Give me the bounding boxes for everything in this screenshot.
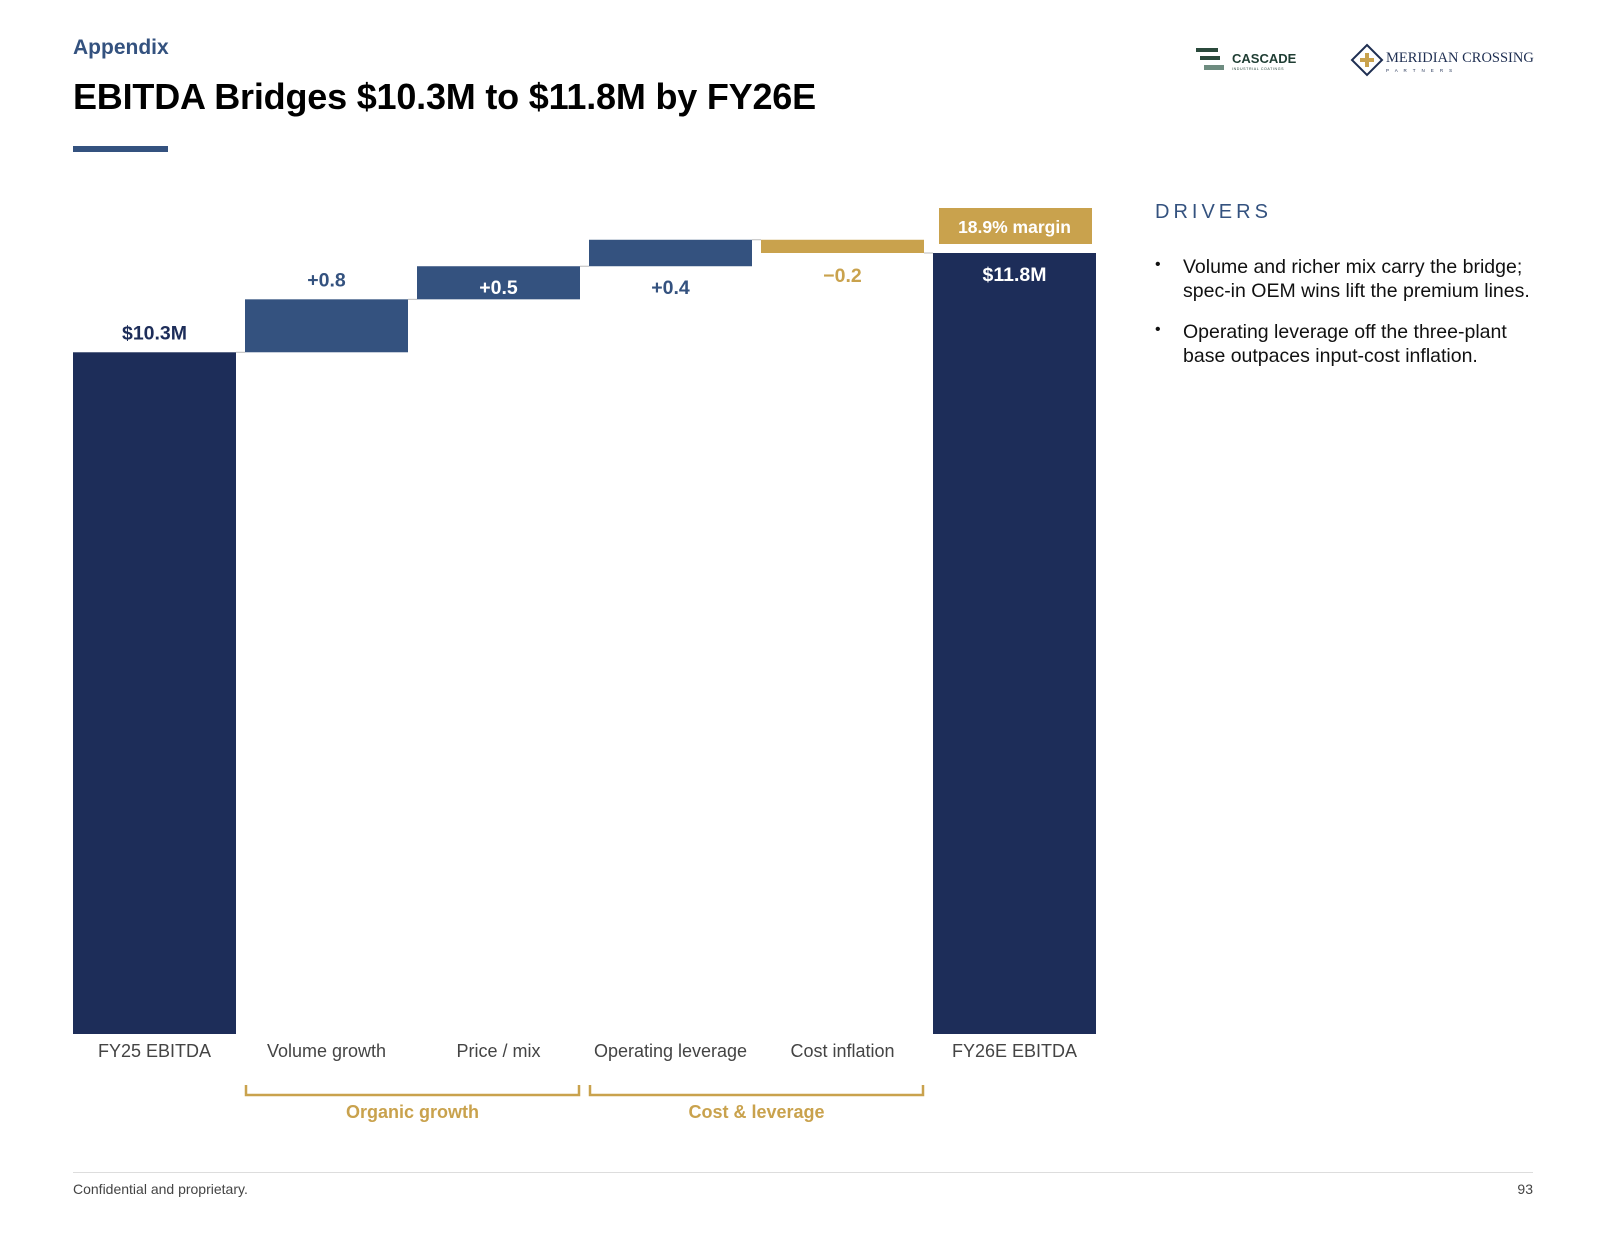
cascade-logo-name: CASCADE xyxy=(1232,51,1297,66)
category-label: FY26E EBITDA xyxy=(952,1041,1077,1061)
footer-divider xyxy=(73,1172,1533,1173)
value-label: +0.8 xyxy=(307,269,346,291)
meridian-logo-tagline: P A R T N E R S xyxy=(1386,68,1455,73)
group-label: Organic growth xyxy=(346,1102,479,1122)
bar-volume-growth xyxy=(245,299,408,353)
group-label: Cost & leverage xyxy=(688,1102,824,1122)
cascade-logo: CASCADE INDUSTRIAL COATINGS xyxy=(1196,48,1297,71)
value-label: +0.5 xyxy=(479,277,518,299)
page-number: 93 xyxy=(1517,1181,1533,1197)
group-bracket xyxy=(588,1085,925,1097)
value-label: $11.8M xyxy=(983,264,1047,286)
category-label: FY25 EBITDA xyxy=(98,1041,211,1061)
connector-lines xyxy=(236,239,933,353)
category-label: Operating leverage xyxy=(594,1041,747,1061)
driver-text: Operating leverage off the three-plant b… xyxy=(1183,321,1507,367)
margin-callout-box xyxy=(939,208,1092,244)
title-underline xyxy=(73,146,168,152)
bar-fy25-ebitda xyxy=(73,352,236,1034)
value-label: +0.4 xyxy=(651,277,690,299)
cascade-logo-tagline: INDUSTRIAL COATINGS xyxy=(1232,67,1284,71)
margin-callout-label: 18.9% margin xyxy=(958,217,1071,237)
category-label: Price / mix xyxy=(456,1041,540,1061)
bars xyxy=(73,239,1096,1034)
meridian-logo-name: MERIDIAN CROSSING xyxy=(1386,50,1534,66)
bullet-icon: • xyxy=(1155,321,1161,338)
section-eyebrow: Appendix xyxy=(73,36,169,59)
bullet-icon: • xyxy=(1155,256,1161,273)
category-labels: FY25 EBITDA Volume growth Price / mix Opera… xyxy=(98,1041,1077,1061)
bar-fy26e-ebitda xyxy=(933,253,1096,1034)
driver-item: • Volume and richer mix carry the bridge;… xyxy=(1155,255,1547,303)
driver-text: Volume and richer mix carry the bridge; … xyxy=(1183,256,1530,302)
bar-cost-inflation xyxy=(761,239,924,253)
meridian-crossing-logo: MERIDIAN CROSSING P A R T N E R S xyxy=(1350,43,1534,77)
ebitda-waterfall-chart: $10.3M +0.8 +0.5 +0.4 −0.2 $11.8M 18.9% margin… xyxy=(73,208,1096,1122)
page-title: EBITDA Bridges $10.3M to $11.8M by FY26E xyxy=(73,76,816,117)
confidential-notice: Confidential and proprietary. xyxy=(73,1181,248,1197)
category-label: Cost inflation xyxy=(790,1041,894,1061)
bar-price-mix xyxy=(417,266,580,300)
category-label: Volume growth xyxy=(267,1041,386,1061)
drivers-list: • Volume and richer mix carry the bridge;… xyxy=(1155,255,1547,385)
value-labels: $10.3M +0.8 +0.5 +0.4 −0.2 $11.8M 18.9% margin xyxy=(122,208,1092,344)
driver-item: • Operating leverage off the three-plant … xyxy=(1155,320,1547,368)
bar-operating-leverage xyxy=(589,239,752,267)
value-label: −0.2 xyxy=(823,265,862,287)
value-label: $10.3M xyxy=(122,322,187,344)
drivers-heading: DRIVERS xyxy=(1155,201,1272,223)
group-bracket xyxy=(244,1085,581,1097)
group-brackets: Organic growth Cost & leverage xyxy=(244,1085,925,1122)
